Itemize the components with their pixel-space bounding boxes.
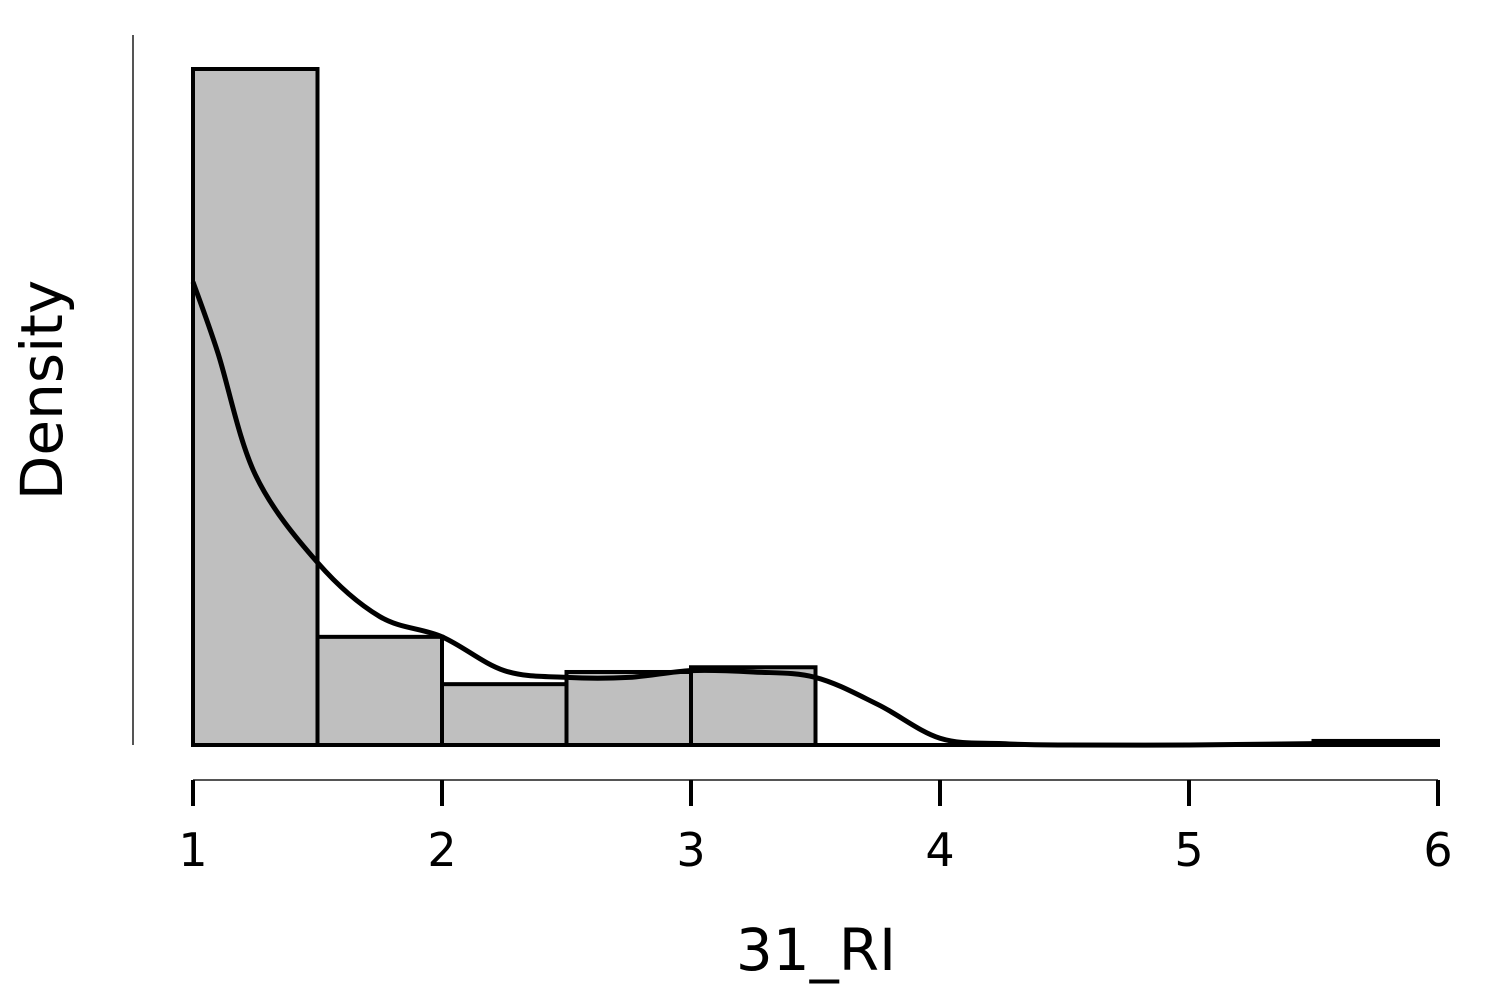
- histogram-bar-1: [191, 67, 320, 747]
- x-tick-label-2: 2: [427, 823, 456, 877]
- histogram-bar-4: [564, 669, 693, 748]
- x-tick-label-3: 3: [676, 823, 705, 877]
- bars-layer: [191, 67, 1440, 748]
- histogram-bar-5: [689, 665, 818, 748]
- x-tick-label-1: 1: [178, 823, 207, 877]
- x-tick-label-4: 4: [925, 823, 954, 877]
- y-axis-title: Density: [8, 280, 76, 501]
- histogram-bar-3: [440, 682, 569, 747]
- x-axis-title: 31_RI: [736, 916, 896, 984]
- x-tick-label-5: 5: [1174, 823, 1203, 877]
- x-tick-label-6: 6: [1423, 823, 1452, 877]
- x-ticks-layer: 1 2 3 4 5 6: [178, 780, 1453, 877]
- histogram-bar-2: [315, 634, 444, 748]
